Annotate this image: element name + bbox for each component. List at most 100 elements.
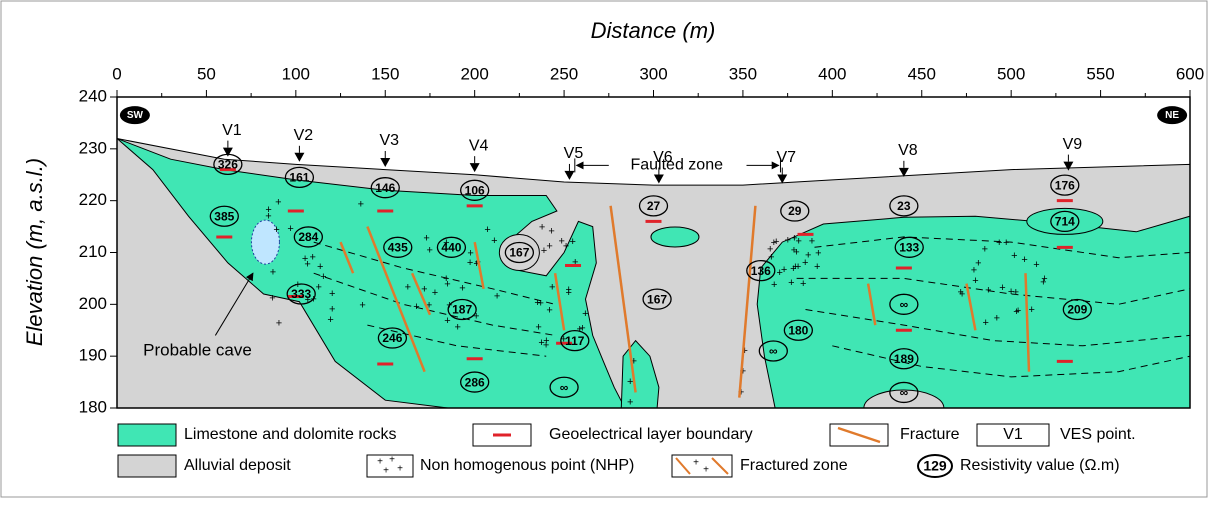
nhp-point: +	[548, 226, 554, 238]
nhp-point: +	[491, 235, 497, 247]
nhp-point: +	[269, 293, 275, 305]
y-tick-label: 240	[79, 86, 107, 105]
ves-label: V4	[469, 137, 489, 154]
nhp-point: +	[1033, 259, 1039, 271]
resistivity-value: ∞	[560, 380, 569, 394]
nhp-point: +	[809, 235, 815, 247]
nhp-point: +	[494, 290, 500, 302]
nhp-point: +	[359, 300, 365, 312]
nhp-point: +	[423, 233, 429, 245]
nhp-point: +	[549, 281, 555, 293]
resistivity-value: 714	[1055, 215, 1075, 229]
nhp-point: +	[569, 236, 575, 248]
nhp-point: +	[270, 267, 276, 279]
nhp-point: +	[788, 277, 794, 289]
resistivity-value: 161	[289, 171, 309, 185]
resistivity-value: 435	[388, 240, 408, 254]
nhp-point: +	[543, 340, 549, 352]
nhp-point: +	[795, 261, 801, 273]
fault-zone-label: Faulted zone	[630, 157, 723, 174]
x-tick-label: 200	[460, 64, 488, 83]
orientation-label: NE	[1165, 110, 1179, 121]
nhp-point: +	[484, 224, 490, 236]
legend-swatch	[118, 455, 176, 477]
nhp-point: +	[1003, 237, 1009, 249]
x-tick-label: 450	[908, 64, 936, 83]
nhp-point: +	[1015, 305, 1021, 317]
legend-label: Alluvial deposit	[184, 457, 291, 474]
annotation: Probable cave	[143, 340, 252, 359]
legend-symbol: V1	[1003, 426, 1023, 443]
resistivity-value: 167	[647, 292, 667, 306]
legend-swatch	[118, 424, 176, 446]
legend-symbol: 129	[923, 458, 947, 474]
nhp-point: +	[405, 281, 411, 293]
nhp-point: +	[999, 282, 1005, 294]
legend-label: VES point.	[1060, 426, 1136, 443]
nhp-point: +	[814, 261, 820, 273]
resistivity-value: 284	[298, 230, 318, 244]
nhp-point: +	[566, 284, 572, 296]
nhp-point: +	[317, 261, 323, 273]
resistivity-value: 133	[899, 240, 919, 254]
x-tick-label: 550	[1086, 64, 1114, 83]
nhp-point: +	[985, 284, 991, 296]
ves-label: V8	[898, 142, 918, 159]
resistivity-value: 117	[565, 334, 585, 348]
nhp-point: +	[975, 258, 981, 270]
nhp-point: +	[1011, 250, 1017, 262]
nhp-point: +	[982, 244, 988, 256]
ves-label: V5	[564, 145, 584, 162]
x-tick-label: 350	[729, 64, 757, 83]
ves-label: V2	[294, 127, 314, 144]
nhp-point: +	[1040, 276, 1046, 288]
nhp-point: +	[800, 278, 806, 290]
nhp-point: +	[276, 318, 282, 330]
nhp-point: +	[785, 234, 791, 246]
legend-label: Geoelectrical layer boundary	[549, 426, 753, 443]
resistivity-value: 180	[788, 323, 808, 337]
nhp-point: +	[793, 246, 799, 258]
nhp-point: +	[972, 275, 978, 287]
nhp-point: +	[1029, 304, 1035, 316]
legend-swatch	[672, 455, 732, 477]
resistivity-value: ∞	[900, 298, 909, 312]
legend-label: Fractured zone	[740, 457, 848, 474]
resistivity-value: 189	[894, 352, 914, 366]
nhp-point: +	[444, 279, 450, 291]
nhp-point: +	[454, 322, 460, 334]
resistivity-value: 106	[465, 183, 485, 197]
nhp-point: +	[444, 315, 450, 327]
nhp-point: +	[273, 224, 279, 236]
nhp-point: +	[982, 317, 988, 329]
x-tick-label: 150	[371, 64, 399, 83]
nhp-point: +	[358, 198, 364, 210]
resistivity-value: ∞	[769, 344, 778, 358]
resistivity-value: 246	[382, 331, 402, 345]
resistivity-value: 209	[1067, 303, 1087, 317]
resistivity-value: 326	[218, 158, 238, 172]
x-tick-label: 100	[282, 64, 310, 83]
ves-label: V1	[222, 122, 242, 139]
nhp-point: +	[815, 248, 821, 260]
legend-swatch: +	[703, 465, 709, 476]
nhp-point: +	[627, 397, 633, 409]
x-tick-label: 400	[818, 64, 846, 83]
x-tick-label: 250	[550, 64, 578, 83]
nhp-point: +	[275, 196, 281, 208]
nhp-point: +	[302, 253, 308, 265]
cross-section-figure: ++++++++++++++++++++++++++++++++++++++++…	[0, 0, 1212, 500]
nhp-point: +	[996, 237, 1002, 249]
nhp-point: +	[537, 297, 543, 309]
resistivity-value: 176	[1055, 178, 1075, 192]
legend-label: Fracture	[900, 426, 960, 443]
resistivity-value: 167	[509, 246, 529, 260]
legend-label: Resistivity value (Ω.m)	[960, 457, 1120, 474]
resistivity-value: ∞	[900, 386, 909, 400]
nhp-point: +	[546, 304, 552, 316]
nhp-point: +	[535, 321, 541, 333]
nhp-point: +	[316, 281, 322, 293]
ves-label: V3	[379, 132, 399, 149]
nhp-point: +	[582, 308, 588, 320]
nhp-point: +	[432, 287, 438, 299]
